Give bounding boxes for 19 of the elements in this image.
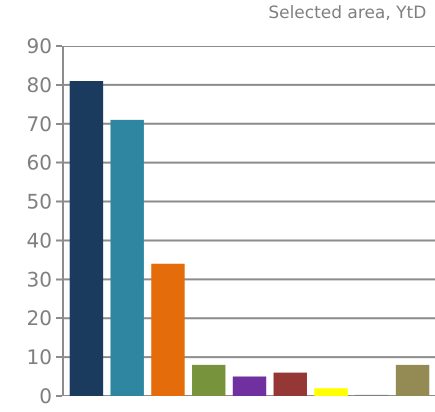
y-tick-label: 90: [26, 34, 52, 58]
y-tick-label: 70: [26, 112, 52, 136]
y-tick-label: 10: [26, 345, 52, 370]
bar: [274, 372, 307, 396]
bar: [110, 120, 144, 396]
bar: [151, 264, 185, 396]
bar: [396, 364, 430, 396]
y-tick-label: 40: [26, 228, 52, 252]
bar: [70, 81, 104, 396]
bar: [192, 364, 226, 396]
bar: [314, 388, 348, 396]
y-tick-label: 60: [26, 150, 52, 175]
y-tick-label: 0: [39, 384, 52, 408]
chart-title: Selected area, YtD: [268, 3, 426, 24]
y-tick-label: 30: [26, 267, 52, 292]
y-tick-label: 20: [26, 306, 52, 330]
y-tick-label: 80: [26, 72, 52, 97]
y-tick-label: 50: [26, 190, 52, 214]
bar: [232, 376, 266, 396]
